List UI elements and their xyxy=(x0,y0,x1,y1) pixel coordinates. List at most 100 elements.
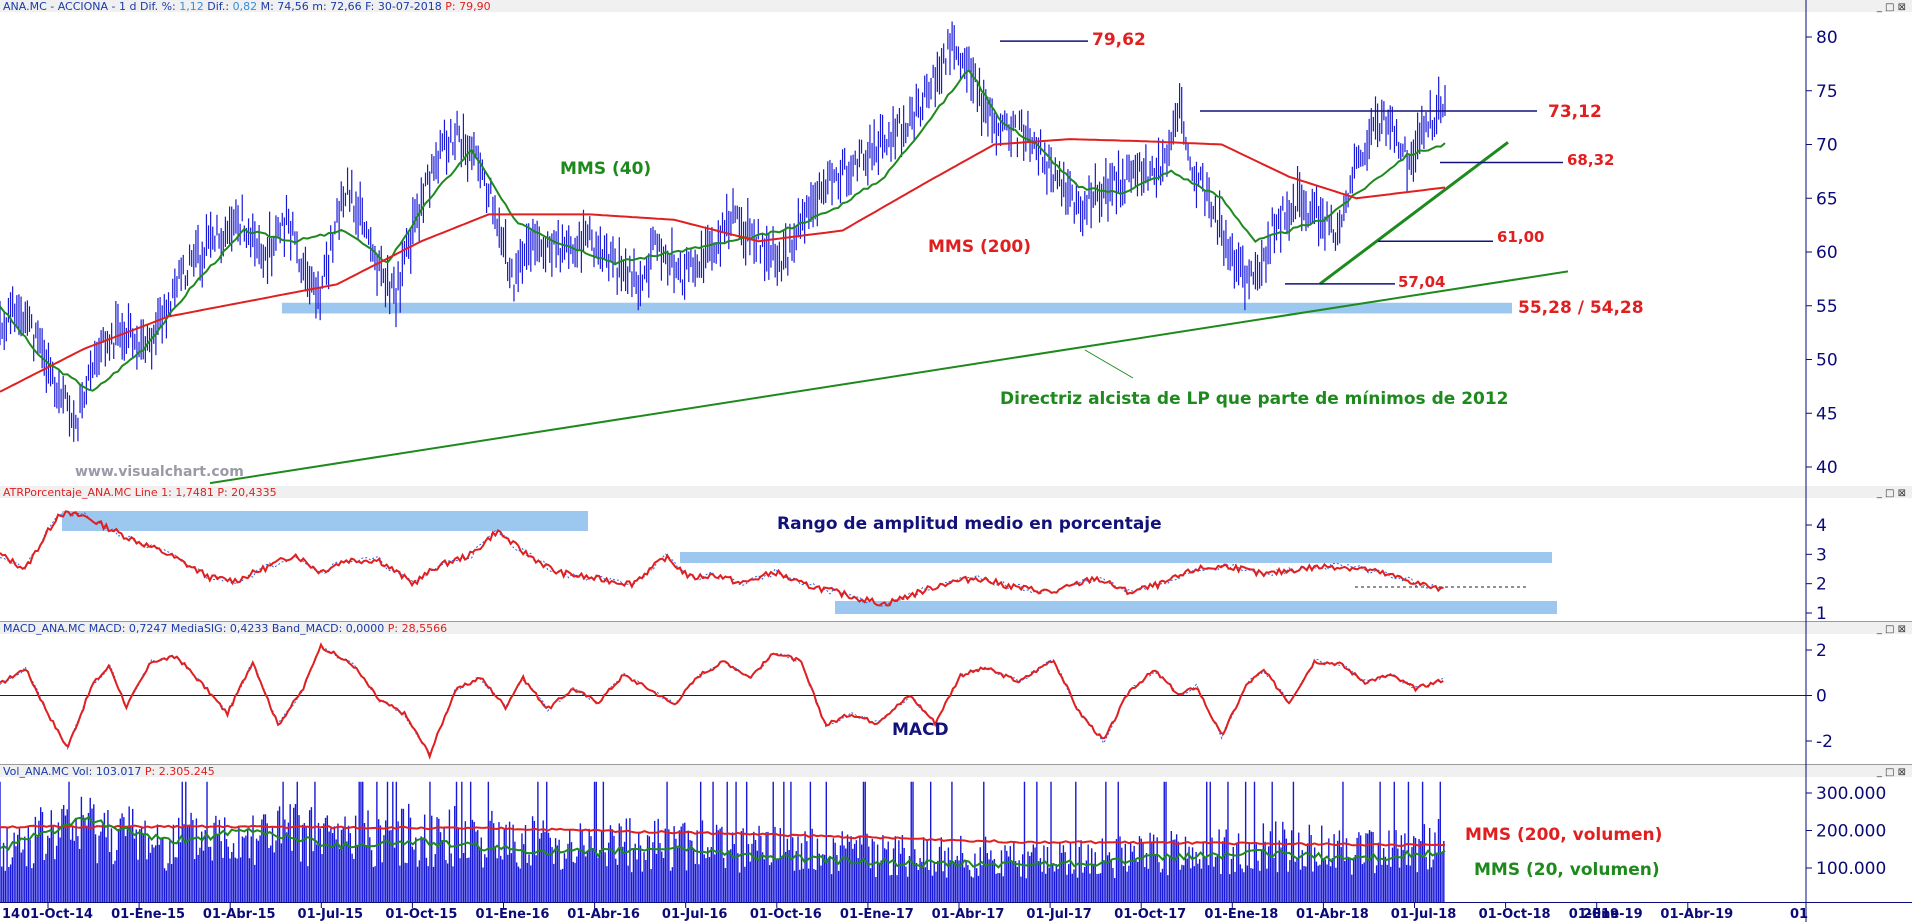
window-controls-volume[interactable]: _ □ ⊠ xyxy=(1876,767,1906,778)
y-tick-label: 2 xyxy=(1816,575,1827,595)
macd-label: MACD xyxy=(892,720,949,740)
atr-zone-low xyxy=(835,601,1557,614)
x-tick-label: 01-Oct-14 xyxy=(21,907,93,922)
x-tick-label: 01-Abr-15 xyxy=(203,907,276,922)
header-field: ATRPorcentaje_ANA.MC xyxy=(3,486,135,499)
vol-mms200-line xyxy=(0,824,1446,847)
header-field: M: 74,56 xyxy=(261,0,313,13)
y-tick-label: 300.000 xyxy=(1816,784,1886,804)
y-tick-label: 2 xyxy=(1816,641,1827,661)
x-tick-label: 01-Abr-19 xyxy=(1660,907,1733,922)
header-field: ANA.MC - ACCIONA - 1 d xyxy=(3,0,140,13)
panel-header-price: ANA.MC - ACCIONA - 1 d Dif. %: 1,12 Dif.… xyxy=(3,0,491,13)
y-tick-label: 45 xyxy=(1816,404,1838,424)
y-tick-label: 50 xyxy=(1816,351,1838,371)
header-field: Vol_ANA.MC xyxy=(3,765,72,778)
vol-mms200-label: MMS (200, volumen) xyxy=(1465,825,1662,845)
header-field: P: 79,90 xyxy=(445,0,490,13)
price-bars xyxy=(0,21,1446,442)
y-tick-label: 80 xyxy=(1816,28,1838,48)
panel-header-bar-price xyxy=(0,0,1912,12)
y-tick-label: 55 xyxy=(1816,297,1838,317)
atr-zone-high xyxy=(62,511,588,531)
x-tick-label: 01-Ene-15 xyxy=(111,907,185,922)
header-field: MACD: 0,7247 xyxy=(89,622,171,635)
atr-zone-mid xyxy=(680,552,1552,563)
y-tick-label: 40 xyxy=(1816,458,1838,478)
panel-header-macd: MACD_ANA.MC MACD: 0,7247 MediaSIG: 0,423… xyxy=(3,622,447,635)
x-tick-label: 01-Oct-17 xyxy=(1114,907,1186,922)
header-field: MACD_ANA.MC xyxy=(3,622,89,635)
mms40-label: MMS (40) xyxy=(560,159,651,179)
vol-mms20-label: MMS (20, volumen) xyxy=(1474,860,1660,880)
support-68-label: 68,32 xyxy=(1567,151,1614,169)
header-field: P: 28,5566 xyxy=(388,622,447,635)
macd-line xyxy=(0,642,1444,760)
panel-header-atr: ATRPorcentaje_ANA.MC Line 1: 1,7481 P: 2… xyxy=(3,486,277,499)
x-tick-label: 01-Oct-18 xyxy=(1479,907,1551,922)
x-tick-label-partial: 14 xyxy=(2,907,20,922)
y-tick-label: -2 xyxy=(1816,732,1833,752)
window-controls-macd[interactable]: _ □ ⊠ xyxy=(1876,624,1906,635)
header-field: MediaSIG: 0,4233 xyxy=(171,622,272,635)
x-tick-label: 01-Oct-15 xyxy=(385,907,457,922)
y-tick-label: 75 xyxy=(1816,82,1838,102)
atr-label: Rango de amplitud medio en porcentaje xyxy=(777,514,1162,534)
y-tick-label: 1 xyxy=(1816,604,1827,624)
panel-header-bar-macd xyxy=(0,622,1912,634)
y-tick-label: 65 xyxy=(1816,189,1838,209)
mms40-line xyxy=(0,68,1446,392)
window-controls-price[interactable]: _ □ ⊠ xyxy=(1876,2,1906,13)
x-tick-label: 01-Jul-15 xyxy=(298,907,364,922)
x-tick-label: 01-Jul-17 xyxy=(1026,907,1092,922)
header-field: 0,82 xyxy=(233,0,261,13)
header-field: Band_MACD: 0,0000 xyxy=(272,622,388,635)
support-zone xyxy=(282,302,1512,314)
y-tick-label: 100.000 xyxy=(1816,859,1886,879)
header-field: Line 1: 1,7481 xyxy=(135,486,218,499)
mms200-line xyxy=(0,138,1446,393)
short-term-trendline xyxy=(1319,141,1509,286)
header-field: F: 30-07-2018 xyxy=(365,0,445,13)
peak-label: 79,62 xyxy=(1092,30,1146,50)
y-tick-label: 4 xyxy=(1816,516,1827,536)
atr-line xyxy=(0,510,1444,607)
panel-header-bar-atr xyxy=(0,486,1912,498)
panel-header-bar-vol xyxy=(0,765,1912,777)
header-field: m: 72,66 xyxy=(312,0,365,13)
header-field: P: 2.305.245 xyxy=(145,765,215,778)
y-tick-label: 3 xyxy=(1816,545,1827,565)
header-field: 1,12 xyxy=(179,0,207,13)
x-tick-label: 01-Abr-18 xyxy=(1296,907,1369,922)
support-61-label: 61,00 xyxy=(1497,228,1544,246)
y-tick-label: 0 xyxy=(1816,687,1827,707)
x-tick-label: 01-Ene-19 xyxy=(1569,907,1643,922)
y-tick-label: 70 xyxy=(1816,136,1838,156)
watermark: www.visualchart.com xyxy=(75,464,244,480)
long-term-trendline xyxy=(209,270,1569,485)
x-tick-label: 01-Ene-16 xyxy=(476,907,550,922)
header-field: P: 20,4335 xyxy=(217,486,276,499)
y-tick-label: 200.000 xyxy=(1816,822,1886,842)
header-field: Dif. %: xyxy=(140,0,179,13)
x-tick-label: 01-Jul-18 xyxy=(1391,907,1457,922)
resistance-label: 73,12 xyxy=(1548,102,1602,122)
x-tick-label: 01-Abr-17 xyxy=(932,907,1005,922)
y-tick-label: 60 xyxy=(1816,243,1838,263)
window-controls-atr[interactable]: _ □ ⊠ xyxy=(1876,488,1906,499)
x-tick-label: 01-Jul-16 xyxy=(662,907,728,922)
mms200-label: MMS (200) xyxy=(928,237,1031,257)
zone-label: 55,28 / 54,28 xyxy=(1518,298,1644,318)
header-field: Dif.: xyxy=(207,0,232,13)
vol-mms20-line xyxy=(0,815,1446,869)
header-field: Vol: 103.017 xyxy=(72,765,145,778)
panel-header-vol: Vol_ANA.MC Vol: 103.017 P: 2.305.245 xyxy=(3,765,215,778)
x-tick-label: 01-Ene-17 xyxy=(840,907,914,922)
trendline-callout xyxy=(1084,349,1134,379)
x-year-label: 2019 xyxy=(1583,907,1619,922)
support-57-label: 57,04 xyxy=(1398,273,1445,291)
x-tick-label: 01-Ene-18 xyxy=(1204,907,1278,922)
trendline-label: Directriz alcista de LP que parte de mín… xyxy=(1000,389,1509,409)
x-tick-label: 01-Oct-16 xyxy=(750,907,822,922)
